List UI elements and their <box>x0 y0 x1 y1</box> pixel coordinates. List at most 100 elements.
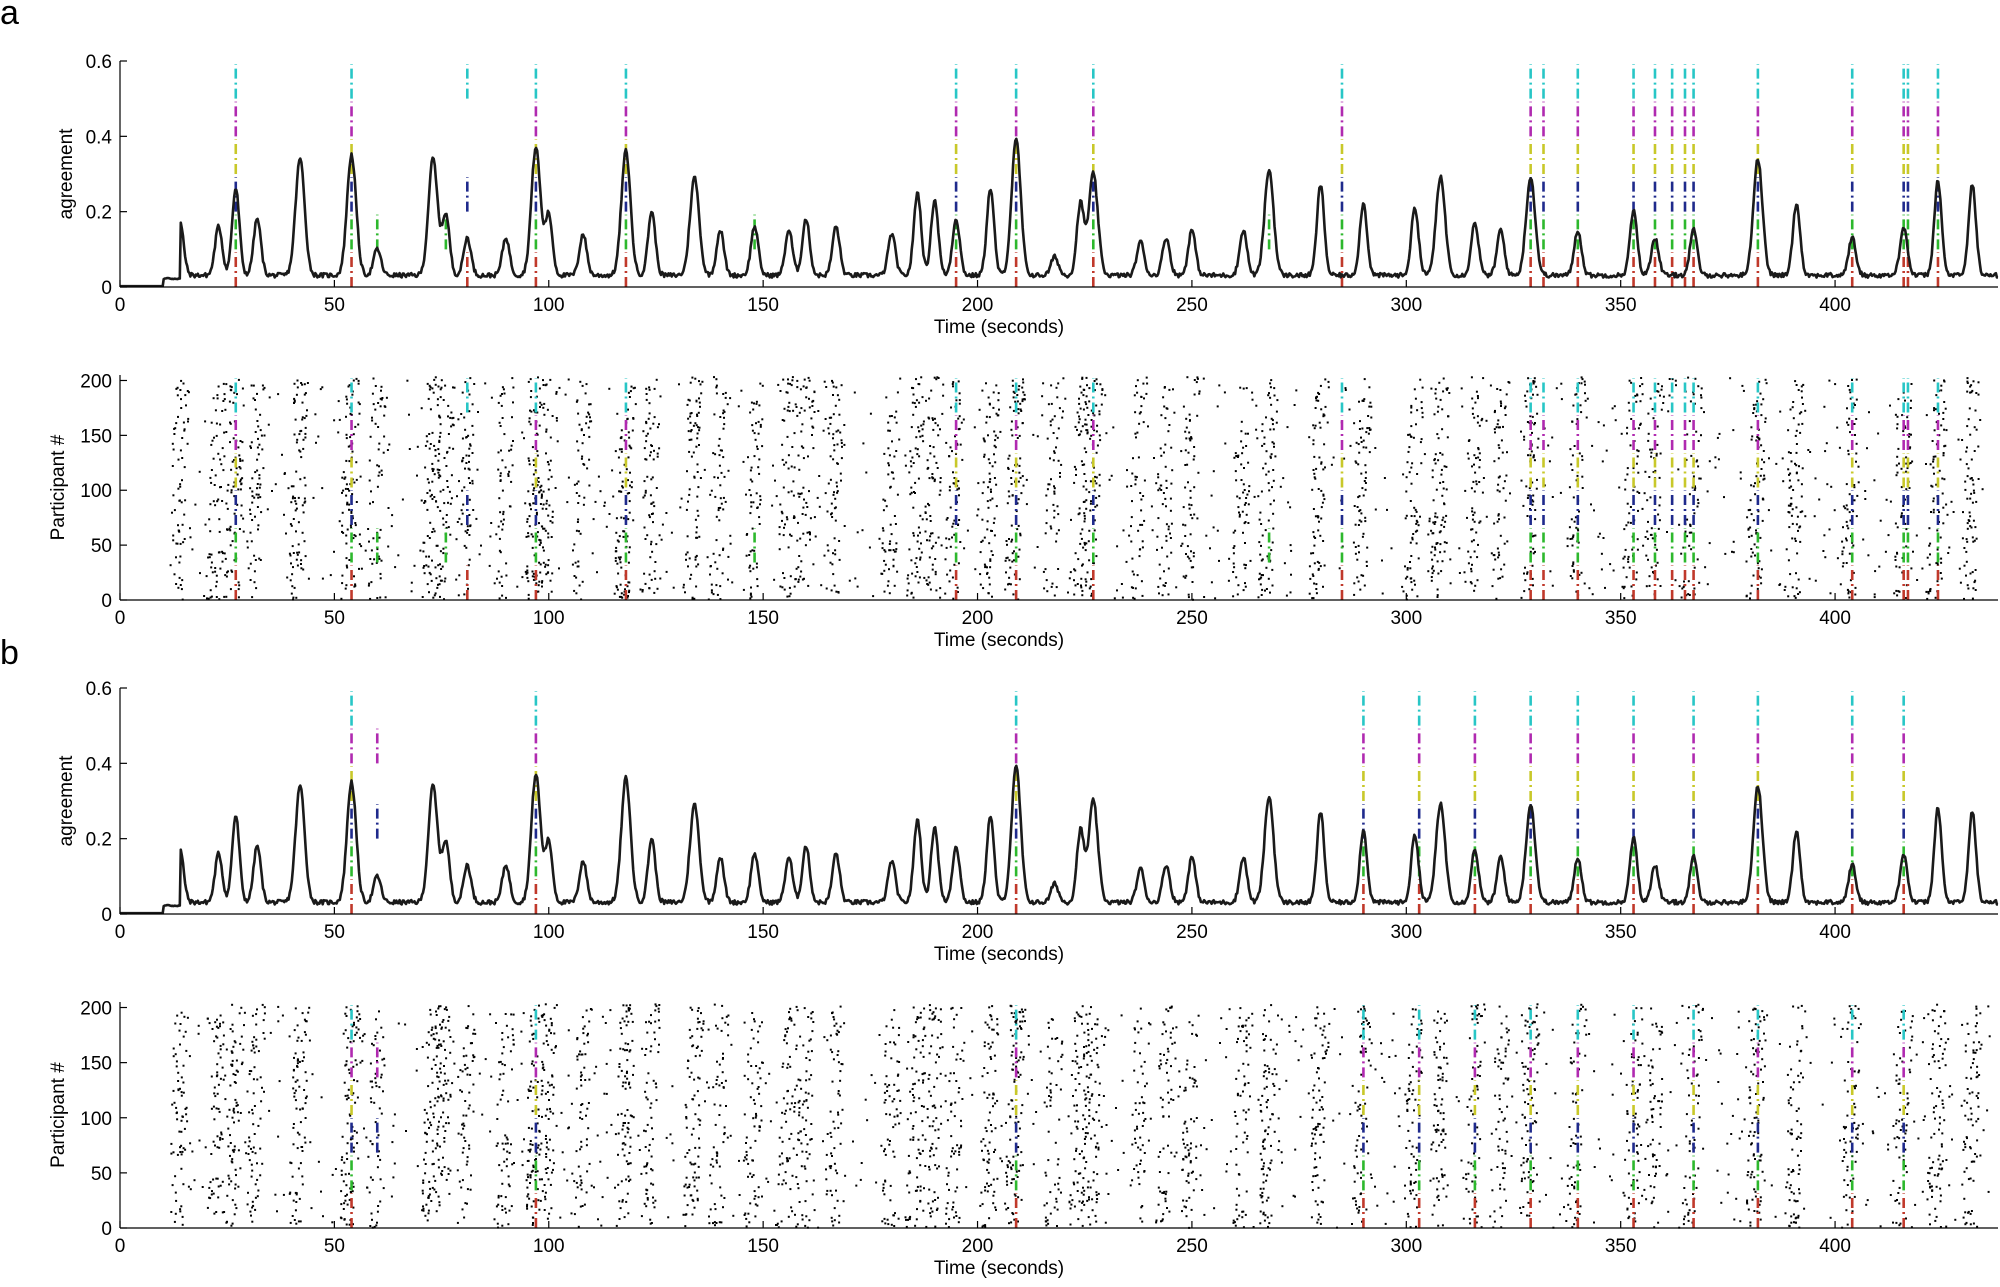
raster-dot <box>988 542 991 545</box>
raster-dot <box>175 1060 178 1063</box>
raster-dot <box>1477 447 1480 449</box>
y-axis-label: Participant # <box>48 434 69 540</box>
raster-dot <box>789 575 792 578</box>
raster-dot <box>471 482 474 485</box>
raster-dot <box>1818 498 1821 501</box>
raster-dot <box>537 477 540 479</box>
raster-dot <box>698 426 701 429</box>
raster-dot <box>1247 503 1250 506</box>
raster-dot <box>917 477 920 480</box>
raster-dot <box>422 566 425 569</box>
raster-dot <box>1092 562 1095 564</box>
raster-dot <box>535 513 538 516</box>
raster-dot <box>1770 549 1773 552</box>
raster-dot <box>1140 580 1143 583</box>
raster-dot <box>1571 565 1574 567</box>
raster-dot <box>1935 483 1938 486</box>
raster-dot <box>1947 552 1950 554</box>
raster-dot <box>250 1214 252 1217</box>
raster-dot <box>817 410 820 412</box>
raster-dot <box>1905 545 1908 548</box>
raster-dot <box>1081 528 1084 531</box>
raster-dot <box>1314 477 1317 480</box>
raster-dot <box>653 591 656 594</box>
raster-dot <box>830 502 833 505</box>
raster-dot <box>979 583 982 586</box>
raster-dot <box>1236 593 1239 596</box>
raster-dot <box>1010 540 1013 543</box>
raster-dot <box>790 465 793 468</box>
raster-dot <box>1928 563 1931 566</box>
raster-dot <box>1568 486 1571 489</box>
raster-dot <box>1787 511 1790 513</box>
raster-dot <box>1642 544 1645 547</box>
raster-dot <box>714 453 717 456</box>
raster-dot <box>782 378 785 381</box>
raster-dot <box>536 450 539 453</box>
raster-dot <box>914 447 917 450</box>
raster-dot <box>501 594 504 597</box>
raster-dot <box>526 569 529 572</box>
raster-dot <box>420 407 423 410</box>
raster-dot <box>235 1207 238 1210</box>
raster-dot <box>1049 424 1052 427</box>
raster-dot <box>1056 437 1059 440</box>
raster-dot <box>838 558 841 561</box>
raster-dot <box>1624 488 1627 491</box>
raster-dot <box>348 460 351 463</box>
raster-dot <box>1473 463 1475 466</box>
raster-dot <box>1640 377 1643 379</box>
raster-dot <box>254 515 256 518</box>
raster-dot <box>1242 589 1245 592</box>
raster-dot <box>1238 515 1241 518</box>
raster-dot <box>1188 413 1191 416</box>
raster-dot <box>993 517 996 520</box>
raster-dot <box>1473 511 1476 514</box>
raster-dot <box>249 487 252 490</box>
raster-dot <box>1045 509 1048 512</box>
raster-dot <box>1090 592 1093 595</box>
raster-dot <box>1084 578 1087 581</box>
raster-dot <box>490 522 493 524</box>
raster-dot <box>219 1138 222 1141</box>
raster-dot <box>914 492 916 494</box>
raster-dot <box>1729 377 1732 380</box>
raster-dot <box>1314 407 1317 409</box>
raster-dot <box>917 383 920 385</box>
raster-dot <box>1900 512 1903 515</box>
raster-dot <box>1434 515 1437 518</box>
raster-dot <box>1718 432 1721 435</box>
raster-dot <box>1318 393 1321 395</box>
raster-dot <box>651 550 654 553</box>
raster-dot <box>906 589 909 592</box>
raster-dot <box>169 564 172 567</box>
raster-dot <box>1317 488 1320 490</box>
raster-dot <box>1019 402 1022 405</box>
raster-dot <box>297 543 300 546</box>
raster-dot <box>261 1162 264 1165</box>
raster-dot <box>948 538 951 541</box>
raster-dot <box>241 477 244 480</box>
raster-dot <box>1010 483 1013 485</box>
raster-dot <box>259 1174 262 1177</box>
raster-dot <box>449 416 452 419</box>
raster-dot <box>467 587 469 590</box>
raster-dot <box>295 470 298 473</box>
raster-dot <box>1210 494 1213 497</box>
raster-dot <box>1787 595 1790 598</box>
raster-dot <box>1434 392 1437 395</box>
raster-dot <box>1524 566 1526 569</box>
raster-dot <box>302 438 305 441</box>
raster-dot <box>649 427 652 430</box>
raster-dot <box>1355 441 1358 444</box>
raster-dot <box>345 437 348 440</box>
raster-dot <box>1971 571 1974 574</box>
raster-dot <box>1269 455 1272 458</box>
raster-dot <box>447 415 449 418</box>
raster-dot <box>1356 506 1359 508</box>
raster-dot <box>179 1023 182 1025</box>
raster-dot <box>1756 562 1759 565</box>
raster-dot <box>401 498 404 501</box>
raster-dot <box>1205 534 1208 537</box>
raster-dot <box>1012 409 1015 412</box>
